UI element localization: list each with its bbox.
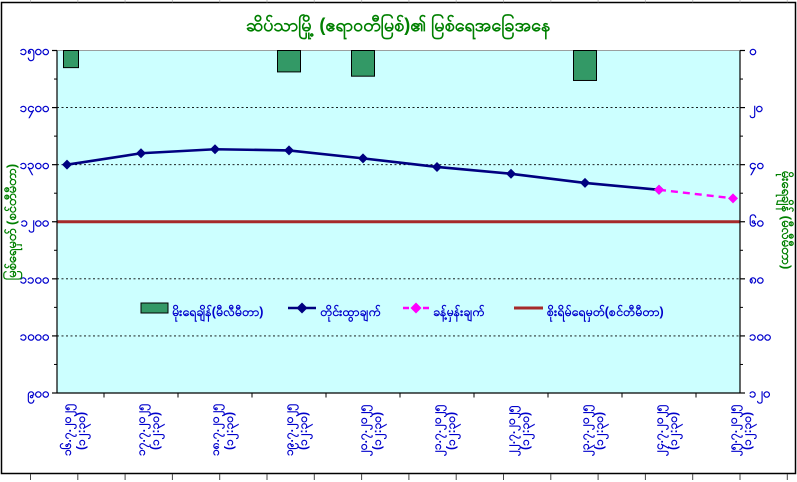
rainfall-bar bbox=[351, 50, 375, 77]
x-label-date: ၁၉.၇.၂၀၂၅ bbox=[282, 404, 300, 456]
x-label-time: (၁၂:၃၀) bbox=[74, 412, 92, 450]
observed-point bbox=[136, 148, 146, 159]
x-label: ၁၉.၇.၂၀၂၅ (၁၂:၃၀) bbox=[282, 404, 314, 456]
x-label-date: ၂၁.၇.၂၀၂၅ bbox=[430, 404, 448, 457]
legend: မိုးရေချိန်(မီလီမီတာ) တိုင်းထွာချက် ခန့်… bbox=[140, 302, 664, 323]
observed-point bbox=[580, 177, 590, 188]
observed-point bbox=[358, 153, 368, 164]
right-tick-label: ၆၀ bbox=[749, 213, 764, 229]
left-tick-label: ၁၂၀၀ bbox=[21, 214, 50, 233]
left-tick-label: ၁၃၀၀ bbox=[20, 157, 50, 176]
rainfall-bars bbox=[63, 50, 597, 81]
forecast-water-level-series bbox=[654, 184, 738, 204]
rainfall-swatch-icon bbox=[140, 302, 169, 314]
rainfall-bar bbox=[277, 50, 301, 73]
observed-point bbox=[506, 168, 516, 179]
x-label-date: ၁၈.၇.၂၀၂၅ bbox=[208, 403, 226, 456]
x-label-time: (၁၂:၃၀) bbox=[148, 412, 166, 450]
left-tick-label: ၁၅၀၀ bbox=[20, 43, 50, 62]
forecast-line bbox=[658, 188, 734, 200]
x-label-date: ၁၇.၇.၂၀၂၅ bbox=[134, 404, 152, 456]
x-label: ၂၅.၇.၂၀၂၅ (၁၂:၃၀) bbox=[726, 404, 758, 457]
x-label: ၂၂.၇.၂၀၂၅ (၁၂:၃၀) bbox=[504, 405, 536, 457]
x-label-time: (၁၂:၃၀) bbox=[592, 412, 610, 450]
forecast-point bbox=[654, 184, 664, 195]
x-label-date: ၂၅.၇.၂၀၂၅ bbox=[726, 404, 744, 457]
legend-item-danger: စိုးရိမ်ရေမှတ်(စင်တီမီတာ) bbox=[514, 303, 664, 323]
right-tick-label: ၈၀ bbox=[749, 271, 764, 286]
x-label-time: (၁၂:၃၀) bbox=[666, 412, 684, 450]
x-label-time: (၁၂:၃၀) bbox=[444, 412, 462, 450]
left-tick-label: ၁၀၀၀ bbox=[20, 328, 50, 343]
legend-label-forecast: ခန့်မှန်းချက် bbox=[433, 303, 485, 323]
legend-item-forecast: ခန့်မှန်းချက် bbox=[403, 302, 485, 323]
right-tick-label: ၁၀၀ bbox=[749, 328, 772, 343]
x-label: ၁၆.၇.၂၀၂၅ (၁၂:၃၀) bbox=[58, 404, 92, 456]
x-label-time: (၁၂:၃၀) bbox=[740, 412, 758, 450]
x-label-time: (၁၂:၃၀) bbox=[296, 412, 314, 450]
legend-item-rainfall: မိုးရေချိန်(မီလီမီတာ) bbox=[140, 302, 263, 323]
observed-point bbox=[62, 159, 72, 170]
right-tick-label: ၀ bbox=[749, 43, 757, 58]
right-tick-label: ၂၀ bbox=[749, 100, 763, 119]
gridlines bbox=[57, 107, 740, 337]
x-label: ၁၇.၇.၂၀၂၅ (၁၂:၃၀) bbox=[134, 404, 166, 456]
legend-label-rainfall: မိုးရေချိန်(မီလီမီတာ) bbox=[172, 303, 263, 323]
observed-point bbox=[284, 145, 294, 156]
x-label: ၂၁.၇.၂၀၂၅ (၁၂:၃၀) bbox=[430, 404, 462, 457]
left-tick-label: ၁၁၀၀ bbox=[20, 271, 50, 286]
forecast-marker-icon bbox=[410, 302, 422, 314]
x-label: ၁၈.၇.၂၀၂၅ (၁၂:၃၀) bbox=[208, 403, 240, 456]
right-tick-label: ၄၀ bbox=[749, 157, 764, 176]
forecast-point bbox=[728, 193, 738, 204]
observed-point bbox=[432, 161, 442, 172]
right-axis-title: မိုးရေချိန် (မီလီမီတာ) bbox=[775, 171, 795, 270]
x-label-date: ၂၂.၇.၂၀၂၅ bbox=[504, 405, 522, 457]
x-label-date: ၂၄.၇.၂၀၂၅ bbox=[652, 404, 670, 457]
legend-label-danger: စိုးရိမ်ရေမှတ်(စင်တီမီတာ) bbox=[546, 303, 664, 323]
ruler-ticks-bottom bbox=[30, 474, 788, 480]
x-label: ၂၃.၇.၂၀၂၅ (၁၂:၃၀) bbox=[578, 404, 610, 457]
rainfall-bar bbox=[63, 50, 79, 69]
x-label-time: (၁၂:၃၀) bbox=[222, 412, 240, 450]
x-axis-labels: ၁၆.၇.၂၀၂၅ (၁၂:၃၀) ၁၇.၇.၂၀၂၅ (၁၂:၃၀) ၁၈.၇.၂၀၂… bbox=[58, 403, 758, 457]
legend-item-observed: တိုင်းထွာချက် bbox=[288, 302, 382, 323]
left-axis-title: မြစ်ရေမှတ် (စင်တီမီတာ) bbox=[2, 164, 23, 280]
x-label-time: (၁၂:၃၀) bbox=[518, 412, 536, 450]
x-label-date: ၁၆.၇.၂၀၂၅ bbox=[58, 404, 78, 456]
x-label-date: ၂၃.၇.၂၀၂၅ bbox=[578, 404, 596, 457]
x-label-date: ၂၀.၇.၂၀၂၅ bbox=[356, 404, 374, 457]
left-tick-label: ၁၄၀၀ bbox=[20, 100, 50, 119]
rainfall-bar bbox=[573, 50, 597, 81]
x-label-time: (၁၂:၃၀) bbox=[370, 412, 388, 450]
observed-point bbox=[210, 144, 220, 155]
right-tick-label: ၁၂၀ bbox=[749, 386, 771, 405]
x-label: ၂၀.၇.၂၀၂၅ (၁၂:၃၀) bbox=[356, 404, 388, 457]
left-tick-label: ၉၀၀ bbox=[27, 386, 50, 405]
x-label: ၂၄.၇.၂၀၂၅ (၁၂:၃၀) bbox=[652, 404, 684, 457]
legend-label-observed: တိုင်းထွာချက် bbox=[320, 303, 382, 323]
observed-marker-icon bbox=[296, 302, 308, 314]
ruler-ticks-top bbox=[30, 0, 788, 3]
